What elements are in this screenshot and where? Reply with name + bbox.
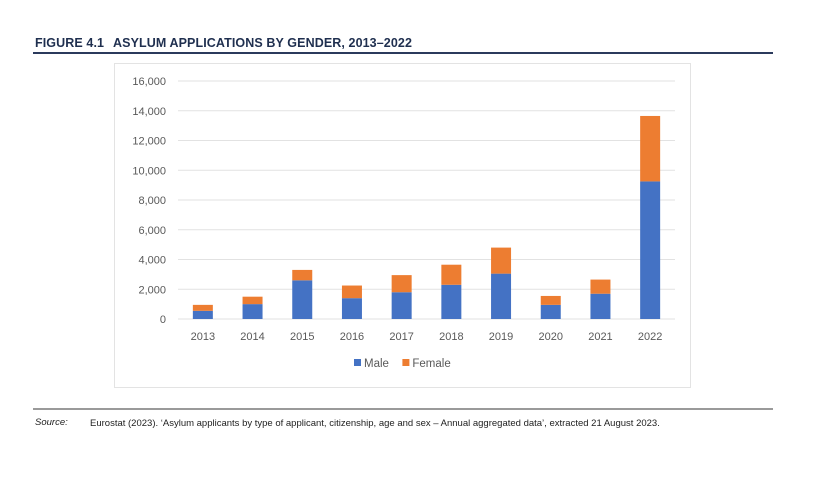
bar-male-2017 <box>391 292 412 319</box>
source-rule <box>33 408 773 410</box>
y-tick-label: 4,000 <box>138 255 166 267</box>
source-text: Eurostat (2023). ‘Asylum applicants by t… <box>90 418 660 429</box>
figure-title: FIGURE 4.1 ASYLUM APPLICATIONS BY GENDER,… <box>35 36 412 50</box>
bars <box>192 115 661 319</box>
stacked-bar-chart: 0 2,000 4,000 6,000 8,000 10,000 12,000 14,000 1… <box>132 76 675 370</box>
x-tick-label: 2017 <box>389 331 413 343</box>
bar-female-2018 <box>441 264 462 285</box>
bar-female-2017 <box>391 275 412 293</box>
source-label: Source: <box>35 417 68 428</box>
title-rule <box>33 52 773 54</box>
x-tick-label: 2019 <box>489 331 513 343</box>
x-tick-label: 2013 <box>191 331 215 343</box>
figure-title-text: ASYLUM APPLICATIONS BY GENDER, 2013–2022 <box>113 36 412 50</box>
legend: Male Female <box>354 358 451 370</box>
bar-female-2021 <box>590 279 611 294</box>
y-axis-ticks: 0 2,000 4,000 6,000 8,000 10,000 12,000 14,000 1… <box>132 76 166 326</box>
legend-swatch-female <box>402 359 410 366</box>
chart-frame: 0 2,000 4,000 6,000 8,000 10,000 12,000 14,000 1… <box>114 63 691 388</box>
x-axis-ticks: 2013 2014 2015 2016 2017 2018 2019 2020 2021 2022 <box>191 331 663 343</box>
bar-male-2020 <box>540 304 561 319</box>
bar-male-2015 <box>292 280 313 319</box>
y-tick-label: 6,000 <box>138 225 166 237</box>
x-tick-label: 2020 <box>539 331 563 343</box>
bar-male-2016 <box>341 298 362 319</box>
bar-male-2013 <box>192 310 213 319</box>
y-tick-label: 10,000 <box>132 165 166 177</box>
y-tick-label: 8,000 <box>138 195 166 207</box>
y-tick-label: 14,000 <box>132 106 166 118</box>
bar-male-2021 <box>590 293 611 319</box>
y-tick-label: 0 <box>160 314 166 326</box>
bar-female-2019 <box>491 247 512 274</box>
bar-female-2014 <box>242 296 263 305</box>
y-tick-label: 2,000 <box>138 284 166 296</box>
legend-label-female: Female <box>412 358 450 370</box>
legend-swatch-male <box>354 359 361 366</box>
bar-male-2014 <box>242 304 263 319</box>
y-tick-label: 12,000 <box>132 136 166 148</box>
figure-number: FIGURE 4.1 <box>35 36 105 50</box>
legend-label-male: Male <box>364 358 389 370</box>
x-tick-label: 2015 <box>290 331 314 343</box>
bar-female-2020 <box>540 295 561 305</box>
x-tick-label: 2022 <box>638 331 662 343</box>
bar-male-2022 <box>640 181 661 319</box>
bar-male-2018 <box>441 284 462 319</box>
x-tick-label: 2021 <box>588 331 612 343</box>
x-tick-label: 2014 <box>240 331 264 343</box>
x-tick-label: 2018 <box>439 331 463 343</box>
bar-female-2016 <box>341 285 362 299</box>
bar-female-2015 <box>292 269 313 281</box>
gridlines <box>178 80 675 320</box>
bar-female-2013 <box>192 304 213 311</box>
bar-male-2019 <box>491 273 512 319</box>
x-tick-label: 2016 <box>340 331 364 343</box>
y-tick-label: 16,000 <box>132 76 166 88</box>
bar-female-2022 <box>640 115 661 182</box>
